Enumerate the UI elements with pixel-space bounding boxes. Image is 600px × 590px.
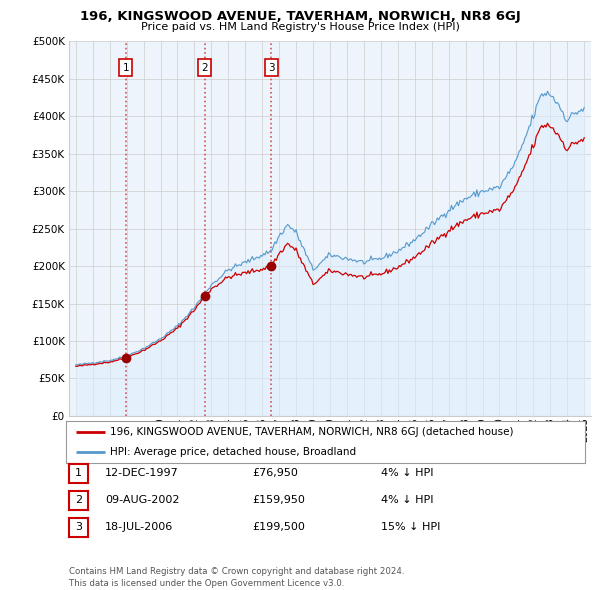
Text: 15% ↓ HPI: 15% ↓ HPI: [381, 523, 440, 532]
Text: HPI: Average price, detached house, Broadland: HPI: Average price, detached house, Broa…: [110, 447, 356, 457]
Text: £159,950: £159,950: [252, 496, 305, 505]
Text: 196, KINGSWOOD AVENUE, TAVERHAM, NORWICH, NR8 6GJ (detached house): 196, KINGSWOOD AVENUE, TAVERHAM, NORWICH…: [110, 427, 514, 437]
Text: 2: 2: [202, 63, 208, 73]
Text: 09-AUG-2002: 09-AUG-2002: [105, 496, 179, 505]
Text: 12-DEC-1997: 12-DEC-1997: [105, 468, 179, 478]
Text: 2: 2: [75, 496, 82, 505]
Text: £76,950: £76,950: [252, 468, 298, 478]
Text: £199,500: £199,500: [252, 523, 305, 532]
Text: 4% ↓ HPI: 4% ↓ HPI: [381, 496, 433, 505]
Text: 1: 1: [122, 63, 129, 73]
Text: Price paid vs. HM Land Registry's House Price Index (HPI): Price paid vs. HM Land Registry's House …: [140, 22, 460, 32]
Text: 3: 3: [268, 63, 275, 73]
Text: 1: 1: [75, 468, 82, 478]
Text: 196, KINGSWOOD AVENUE, TAVERHAM, NORWICH, NR8 6GJ: 196, KINGSWOOD AVENUE, TAVERHAM, NORWICH…: [80, 10, 520, 23]
Text: 18-JUL-2006: 18-JUL-2006: [105, 523, 173, 532]
Text: 4% ↓ HPI: 4% ↓ HPI: [381, 468, 433, 478]
Text: 3: 3: [75, 523, 82, 532]
Text: Contains HM Land Registry data © Crown copyright and database right 2024.
This d: Contains HM Land Registry data © Crown c…: [69, 567, 404, 588]
